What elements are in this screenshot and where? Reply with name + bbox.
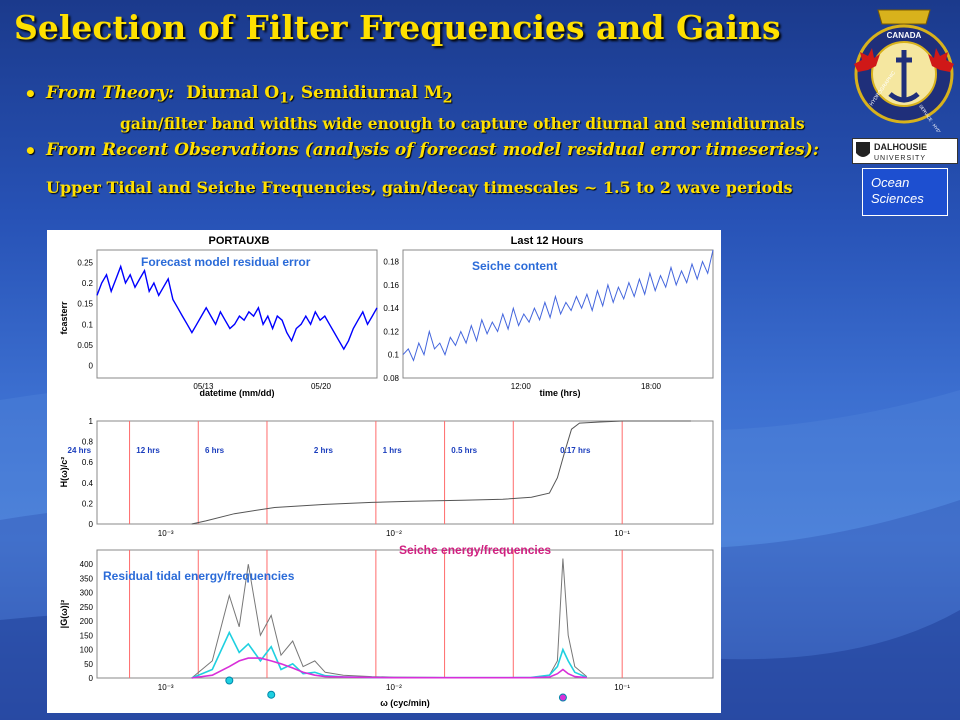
chart3-ytick-label: 0 bbox=[89, 520, 94, 529]
chart4-peak-marker bbox=[558, 693, 567, 702]
chart2-ytick-label: 0.12 bbox=[383, 327, 399, 336]
chart2-ytick-label: 0.18 bbox=[383, 258, 399, 267]
chart4-peak-marker bbox=[225, 676, 234, 685]
chart1-title: PORTAUXB bbox=[209, 235, 270, 247]
chart3-period-label: 0.5 hrs bbox=[451, 446, 477, 455]
seiche-energy-annotation: Seiche energy/frequencies bbox=[399, 543, 551, 557]
chart3-plot: 0 0.2 0.4 0.6 0.8 1 10⁻³ 10⁻² 10⁻¹ 24 hrs 12 hrs 6 … bbox=[68, 417, 691, 538]
residual-tidal-annotation: Residual tidal energy/frequencies bbox=[103, 569, 295, 583]
bullet-text: , Semidiurnal M bbox=[289, 83, 443, 103]
figure-svg: PORTAUXB 0 0.05 0.1 0.15 0.2 0.25 05/13 05/20 f… bbox=[59, 235, 714, 720]
chart1-series-line bbox=[96, 264, 378, 351]
chart2-ytick-label: 0.16 bbox=[383, 281, 399, 290]
chart4-ytick-label: 300 bbox=[80, 589, 94, 598]
chart1-xtick-label: 05/20 bbox=[311, 382, 332, 391]
chart3-ytick-label: 0.4 bbox=[82, 479, 94, 488]
bullet-theory-detail: gain/filter band widths wide enough to c… bbox=[120, 114, 805, 133]
chart3-period-label: 0.17 hrs bbox=[560, 446, 591, 455]
bullet-text: Diurnal O bbox=[186, 83, 280, 103]
slide-title: Selection of Filter Frequencies and Gain… bbox=[14, 8, 781, 47]
chart1-plot: 0 0.05 0.1 0.15 0.2 0.25 05/13 05/20 bbox=[77, 258, 378, 391]
ocean-sciences-badge: Ocean Sciences bbox=[862, 168, 948, 216]
seiche-content-annotation: Seiche content bbox=[472, 259, 557, 273]
chart2-xtick-label: 18:00 bbox=[641, 382, 662, 391]
chart2-title: Last 12 Hours bbox=[511, 235, 584, 247]
chart3-series-line bbox=[191, 420, 691, 525]
chart2-plot: 0.08 0.1 0.12 0.14 0.16 0.18 12:00 18:00 bbox=[383, 249, 714, 391]
chart4-xtick-label: 10⁻¹ bbox=[614, 683, 630, 692]
chart3-frame bbox=[96, 420, 714, 525]
chart1-frame bbox=[96, 249, 378, 379]
chart4-ytick-label: 250 bbox=[80, 603, 94, 612]
chart2-ytick-label: 0.08 bbox=[383, 374, 399, 383]
chart3-ylabel: H(ω)/c² bbox=[59, 457, 69, 488]
chart3-ytick-label: 1 bbox=[89, 417, 94, 426]
chart3-period-label: 1 hrs bbox=[383, 446, 403, 455]
chart4-ytick-label: 50 bbox=[84, 660, 93, 669]
chart4-ytick-label: 350 bbox=[80, 574, 94, 583]
chart4-series-line bbox=[191, 630, 588, 679]
chart3-ytick-label: 0.6 bbox=[82, 458, 94, 467]
chart2-ytick-label: 0.14 bbox=[383, 304, 399, 313]
chart3-xtick-label: 10⁻¹ bbox=[614, 529, 630, 538]
bullet-lead: From Recent Observations (analysis of fo… bbox=[46, 140, 820, 160]
hydrographic-service-crest-logo: CANADA HYDROGRAPHIC SERVICE · HYDROGRAPH… bbox=[854, 9, 958, 132]
chart3-ytick-label: 0.2 bbox=[82, 499, 94, 508]
chart4-peak-marker bbox=[267, 690, 276, 699]
chart2-series-line bbox=[402, 249, 714, 362]
dalhousie-name: DALHOUSIE bbox=[874, 142, 927, 152]
dalhousie-logo: DALHOUSIE UNIVERSITY bbox=[852, 138, 958, 164]
chart4-xtick-label: 10⁻³ bbox=[158, 683, 174, 692]
chart4-xlabel: ω (cyc/min) bbox=[380, 698, 430, 708]
chart4-series-line bbox=[191, 558, 588, 679]
chart1-ylabel: fcasterr bbox=[59, 301, 69, 335]
chart1-ytick-label: 0.25 bbox=[77, 258, 93, 267]
chart1-ytick-label: 0.15 bbox=[77, 300, 93, 309]
ocean-line: Ocean bbox=[871, 175, 910, 190]
chart3-period-label: 24 hrs bbox=[68, 446, 92, 455]
bullet-observations-detail: Upper Tidal and Seiche Frequencies, gain… bbox=[46, 178, 793, 197]
chart1-ytick-label: 0.1 bbox=[82, 320, 94, 329]
chart3-ytick-label: 0.8 bbox=[82, 438, 94, 447]
crest-text: CANADA bbox=[887, 31, 922, 40]
chart1-ytick-label: 0.2 bbox=[82, 279, 94, 288]
forecast-annotation: Forecast model residual error bbox=[141, 255, 311, 269]
chart2-ytick-label: 0.1 bbox=[388, 351, 400, 360]
subscript: 1 bbox=[279, 90, 290, 107]
subscript: 2 bbox=[442, 90, 453, 107]
chart4-ylabel: |G(ω)|² bbox=[59, 600, 69, 629]
chart4-ytick-label: 100 bbox=[80, 646, 94, 655]
chart4-series-line bbox=[191, 657, 587, 679]
chart4-plot: 0 50 100 150 200 250 300 350 400 10⁻³ 10⁻² 10⁻¹ bbox=[80, 550, 630, 720]
bullet-theory: • From Theory: Diurnal O1, Semidiurnal M… bbox=[24, 82, 453, 107]
chart3-period-label: 6 hrs bbox=[205, 446, 225, 455]
chart4-xtick-label: 10⁻² bbox=[386, 683, 402, 692]
chart3-xtick-label: 10⁻³ bbox=[158, 529, 174, 538]
bullet-observations: • From Recent Observations (analysis of … bbox=[24, 139, 820, 163]
chart4-ytick-label: 0 bbox=[89, 674, 94, 683]
chart1-ytick-label: 0 bbox=[89, 362, 94, 371]
chart4-ytick-label: 200 bbox=[80, 617, 94, 626]
chart2-xtick-label: 12:00 bbox=[511, 382, 532, 391]
bullet-lead: From Theory: bbox=[46, 83, 175, 103]
chart3-xtick-label: 10⁻² bbox=[386, 529, 402, 538]
ocean-line: Sciences bbox=[871, 191, 924, 206]
chart3-period-label: 12 hrs bbox=[136, 446, 160, 455]
chart2-xlabel: time (hrs) bbox=[539, 388, 580, 398]
chart3-period-label: 2 hrs bbox=[314, 446, 334, 455]
dalhousie-sub: UNIVERSITY bbox=[874, 155, 926, 162]
chart4-ytick-label: 150 bbox=[80, 631, 94, 640]
chart4-ytick-label: 400 bbox=[80, 560, 94, 569]
bullet-dot-icon: • bbox=[24, 139, 37, 163]
chart1-ytick-label: 0.05 bbox=[77, 341, 93, 350]
chart1-xlabel: datetime (mm/dd) bbox=[199, 388, 274, 398]
bullet-dot-icon: • bbox=[24, 82, 37, 106]
chart1-xtick-label: 05/13 bbox=[193, 382, 214, 391]
figure-panel: PORTAUXB 0 0.05 0.1 0.15 0.2 0.25 05/13 05/20 f… bbox=[47, 230, 721, 720]
chart2-frame bbox=[402, 249, 714, 379]
